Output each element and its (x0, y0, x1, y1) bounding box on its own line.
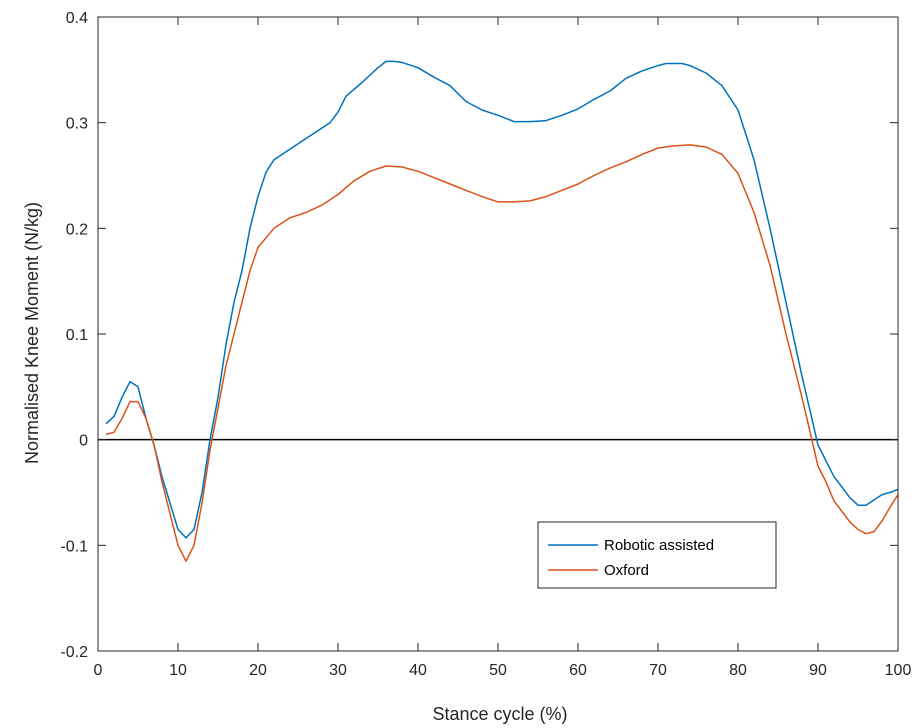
x-tick-label: 50 (489, 662, 507, 679)
y-tick-label: 0.3 (66, 116, 88, 133)
y-tick-label: 0.4 (66, 10, 88, 27)
series-line-oxford (105, 144, 899, 562)
y-tick-label: -0.2 (60, 644, 88, 661)
x-tick-label: 60 (569, 662, 587, 679)
legend: Robotic assisted Oxford (537, 521, 777, 589)
y-tick-label: 0 (79, 433, 88, 450)
legend-label-oxford: Oxford (604, 562, 649, 579)
y-tick-label: 0.1 (66, 327, 88, 344)
x-tick-label: 0 (94, 662, 103, 679)
x-tick-label: 10 (169, 662, 187, 679)
x-axis-title: Stance cycle (%) (432, 704, 567, 724)
x-tick-label: 70 (649, 662, 667, 679)
x-tick-label: 30 (329, 662, 347, 679)
y-tick-label: 0.2 (66, 221, 88, 238)
y-axis-title: Normalised Knee Moment (N/kg) (22, 202, 42, 464)
legend-box (537, 521, 777, 589)
x-tick-label: 20 (249, 662, 267, 679)
ticks-layer: 0 10 20 30 40 50 60 70 80 90 100 -0.2 -0.1 0 0.1 0.2 0.3… (60, 10, 911, 679)
series-line-robotic-assisted (105, 60, 899, 539)
x-tick-label: 90 (809, 662, 827, 679)
legend-label-robotic-assisted: Robotic assisted (604, 537, 714, 554)
x-tick-label: 40 (409, 662, 427, 679)
y-tick-label: -0.1 (60, 538, 88, 555)
x-tick-label: 100 (885, 662, 912, 679)
series-layer (105, 60, 899, 562)
x-tick-label: 80 (729, 662, 747, 679)
